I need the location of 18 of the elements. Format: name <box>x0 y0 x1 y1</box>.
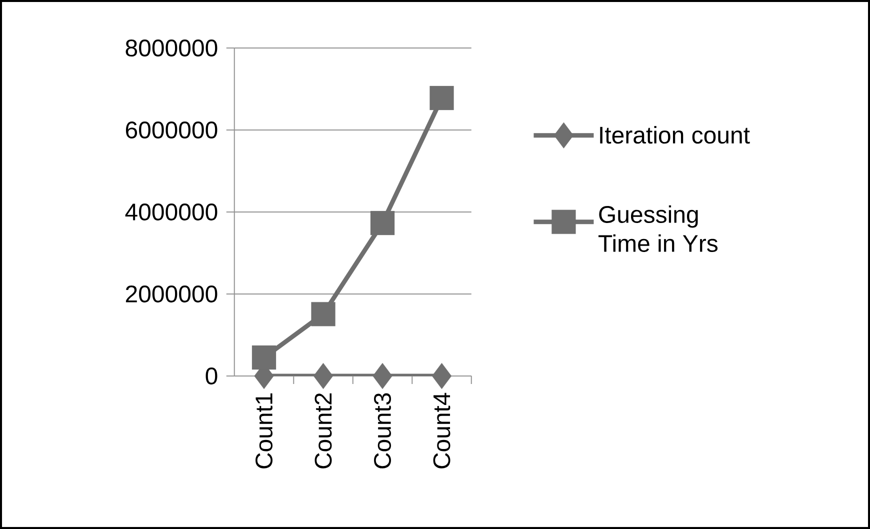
x-tick-label: Count1 <box>256 393 272 468</box>
legend-label: Iteration count <box>600 126 750 144</box>
x-tick-label: Count3 <box>374 393 391 468</box>
y-tick-label: 0 <box>206 368 218 384</box>
y-tick-label: 2000000 <box>126 286 218 302</box>
point <box>311 302 336 326</box>
point <box>432 362 452 390</box>
point <box>252 345 276 370</box>
point <box>313 362 334 390</box>
x-tick-label: Count2 <box>314 393 332 468</box>
y-tick-label: 6000000 <box>126 122 218 138</box>
point <box>370 211 395 236</box>
legend-label: Guessing Time in Yrs <box>598 205 718 252</box>
x-tick-label: Count4 <box>433 392 450 468</box>
point <box>430 86 454 110</box>
point <box>372 362 392 390</box>
y-tick-label: 4000000 <box>125 204 218 220</box>
y-tick-label: 8000000 <box>126 40 218 56</box>
